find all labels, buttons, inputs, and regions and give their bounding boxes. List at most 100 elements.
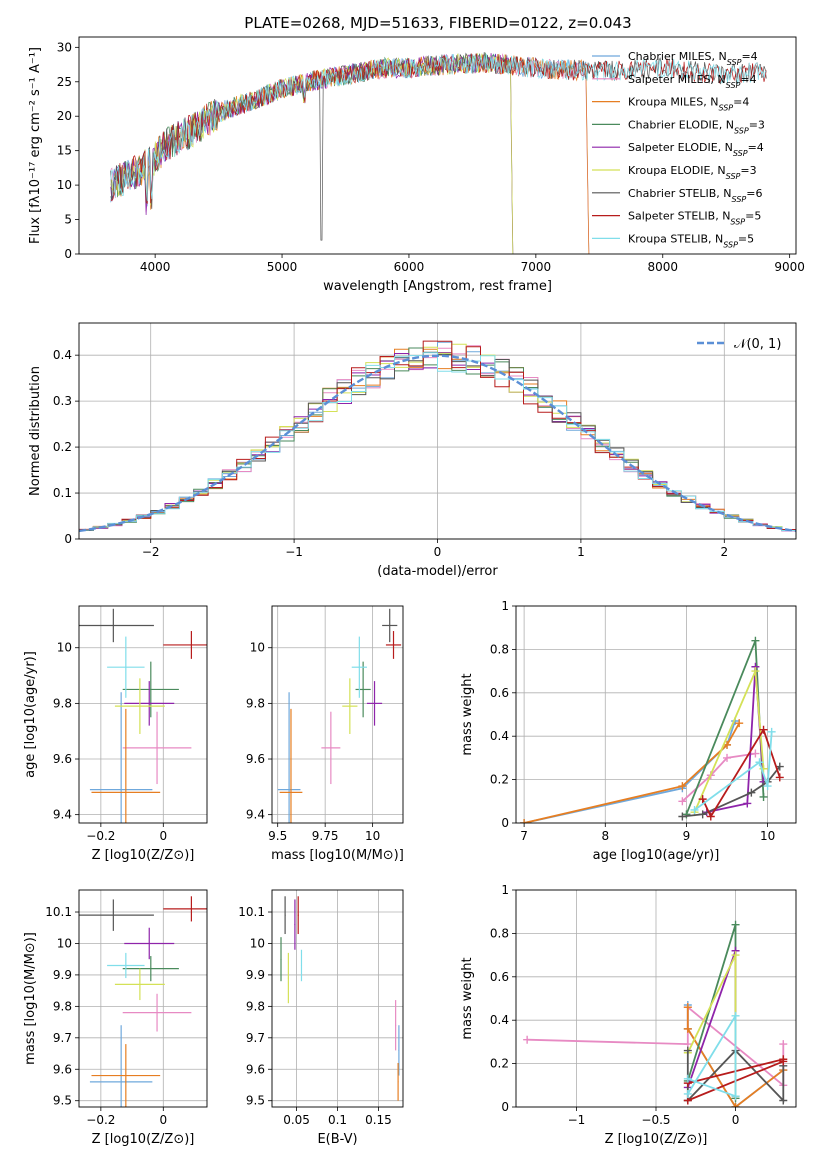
x-tick-label: 9 (683, 829, 691, 843)
x-axis-label: age [log10(age/yr)] (593, 848, 720, 863)
weight-line-kroupa-stelib (687, 1012, 737, 1098)
weight-line-salpeter-stelib (701, 727, 781, 819)
x-tick-label: 0 (732, 1113, 740, 1127)
plus-marker (775, 762, 784, 771)
plus-marker (747, 788, 756, 797)
plus-marker (683, 1024, 692, 1033)
x-axis-label: E(B-V) (317, 1132, 357, 1147)
data-point (150, 688, 152, 691)
spectrum-line-salpeter-miles (110, 53, 590, 254)
data-point (284, 914, 286, 916)
data-point (156, 1012, 158, 1014)
x-tick-label: 8 (601, 829, 609, 843)
y-tick-label: 0.1 (53, 486, 72, 500)
x-axis-label: Z [log10(Z/Z⊙)] (92, 848, 195, 863)
legend: Chabrier MILES, NSSP=4 Salpeter MILES, NS… (592, 50, 765, 249)
plot-area (79, 340, 796, 533)
plus-marker (683, 1046, 692, 1055)
data-point (300, 964, 303, 967)
axes-frame (271, 889, 404, 1108)
y-tick-label: 30 (57, 40, 72, 54)
plus-marker (698, 795, 707, 804)
y-tick-label: 9.5 (53, 1094, 72, 1108)
plus-marker (706, 812, 715, 821)
x-tick-label: −0.5 (641, 1113, 670, 1127)
y-tick-label: 10 (250, 936, 265, 950)
y-axis-label: Normed distribution (28, 366, 43, 496)
plot-area (110, 52, 767, 254)
y-tick-label: 0 (501, 816, 509, 830)
y-tick-label: 9.9 (53, 968, 72, 982)
panel-age_vs_Z: −0.2 0 9.4 9.6 9.8 10 Z [log10(Z/Z⊙)] age [log1… (23, 605, 208, 863)
x-tick-label: 0 (159, 1113, 167, 1127)
legend-label: Chabrier STELIB, NSSP=6 (628, 187, 762, 204)
axes-frame (78, 889, 208, 1108)
plot-area (280, 896, 400, 1101)
y-tick-label: 0 (64, 247, 72, 261)
y-tick-label: 0.3 (53, 394, 72, 408)
data-point (288, 789, 290, 791)
x-tick-label: 7 (520, 829, 528, 843)
y-tick-label: 0 (501, 1100, 509, 1114)
data-point (190, 908, 192, 910)
y-tick-label: 0.2 (490, 773, 509, 787)
y-tick-label: 9.6 (53, 752, 72, 766)
plus-marker (751, 667, 760, 676)
spectrum-line-kroupa-miles (110, 55, 590, 254)
plus-marker (678, 812, 687, 821)
data-point (120, 1081, 122, 1083)
x-tick-label: 0.15 (365, 1113, 392, 1127)
x-tick-label: 10 (365, 829, 380, 843)
x-tick-label: −0.2 (86, 1113, 115, 1127)
y-tick-label: 0 (64, 532, 72, 546)
legend-label: Salpeter ELODIE, NSSP=4 (628, 141, 764, 158)
y-tick-label: 9.6 (246, 752, 265, 766)
plus-marker (775, 773, 784, 782)
data-point (397, 1081, 399, 1083)
plus-marker (755, 758, 764, 767)
plus-marker (682, 810, 691, 819)
plus-marker (723, 753, 732, 762)
y-tick-label: 9.6 (246, 1062, 265, 1076)
data-point (398, 1049, 400, 1051)
y-tick-label: 5 (64, 213, 72, 227)
y-axis-label: mass weight (460, 673, 475, 755)
data-point (190, 644, 192, 646)
data-point (125, 964, 127, 967)
data-point (330, 747, 332, 749)
plus-marker (690, 805, 699, 814)
data-point (125, 1074, 127, 1077)
data-point (280, 958, 282, 960)
plot-area (520, 636, 784, 823)
y-tick-label: 9.9 (246, 968, 265, 982)
y-tick-label: 9.7 (53, 1031, 72, 1045)
y-tick-label: 1 (501, 883, 509, 897)
y-tick-label: 9.6 (53, 1062, 72, 1076)
plus-marker (735, 719, 744, 728)
x-tick-label: 9.75 (312, 829, 339, 843)
data-point (349, 705, 351, 707)
y-tick-label: 10 (57, 936, 72, 950)
data-point (392, 644, 395, 646)
data-point (373, 702, 376, 704)
plus-marker (698, 810, 707, 819)
axes-frame (78, 36, 797, 255)
plot-area (79, 896, 207, 1107)
y-tick-label: 9.5 (246, 1094, 265, 1108)
plus-marker (731, 920, 740, 929)
y-tick-label: 25 (57, 75, 72, 89)
y-tick-label: 9.8 (246, 696, 265, 710)
histogram-salpeter-stelib (79, 340, 796, 530)
x-tick-label: 0.1 (328, 1113, 347, 1127)
plus-marker (731, 1103, 740, 1107)
axes-frame (515, 889, 797, 1108)
plus-marker (751, 636, 760, 645)
y-tick-label: 0.2 (53, 440, 72, 454)
y-tick-label: 0.4 (53, 348, 72, 362)
weight-line-kroupa-miles (686, 1007, 784, 1107)
data-point (297, 914, 299, 916)
data-point (148, 942, 150, 945)
y-tick-label: 0.2 (490, 1057, 509, 1071)
y-tick-label: 9.8 (53, 696, 72, 710)
x-axis-label: wavelength [Angstrom, rest frame] (323, 279, 552, 294)
